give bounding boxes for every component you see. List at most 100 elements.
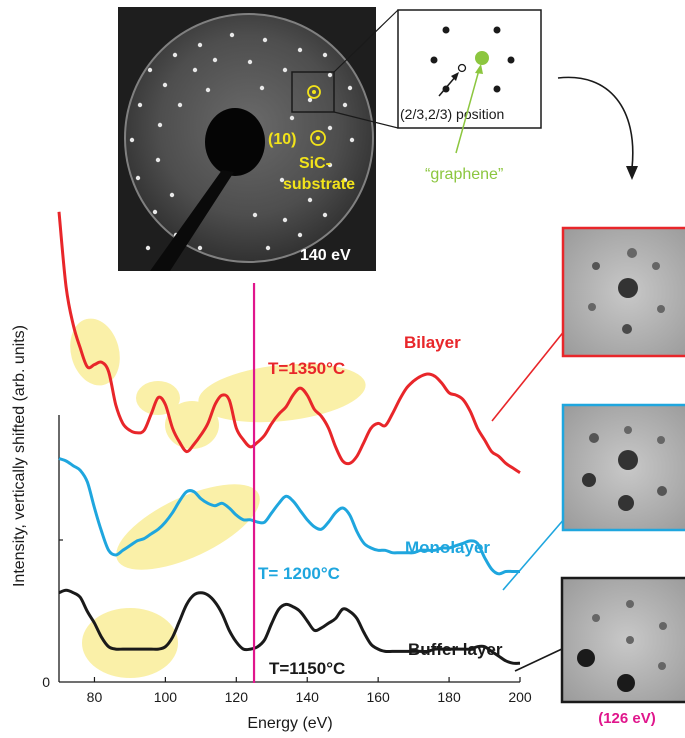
leed-screen-rim xyxy=(124,13,374,263)
leed-spot xyxy=(137,102,143,108)
sic-spot-ring xyxy=(310,130,326,146)
x-tick-label: 100 xyxy=(154,689,178,705)
leed-highlight-spot-inner xyxy=(312,90,316,94)
zoom-connector-top xyxy=(333,9,399,73)
graphene-label: “graphene” xyxy=(425,166,503,183)
leed-spot xyxy=(247,59,253,65)
leed-spot xyxy=(135,175,141,181)
temperature-label-bilayer: T=1350°C xyxy=(268,359,345,378)
leed-spot xyxy=(282,67,288,73)
leed-substrate-label-line1: SiC- xyxy=(299,155,331,172)
leed-spot xyxy=(307,97,313,103)
flow-arrow xyxy=(557,76,634,169)
highlight-buffer-90 xyxy=(82,608,178,678)
series-label-buffer: Buffer layer xyxy=(408,640,503,659)
two-thirds-position-spot xyxy=(457,63,467,73)
feature-highlights xyxy=(70,318,366,678)
series-label-bilayer: Bilayer xyxy=(404,333,461,352)
connector-bilayer xyxy=(491,329,566,422)
leed-spot xyxy=(327,72,333,78)
position-arrow xyxy=(438,75,457,97)
temperature-label-monolayer: T= 1200°C xyxy=(258,564,340,583)
y-axis-label: Intensity, vertically shifted (arb. unit… xyxy=(11,325,28,587)
zoom-inset: (2/3,2/3) position “graphene” xyxy=(333,9,638,183)
zoom-dot xyxy=(442,26,450,34)
highlight-bilayer-107 xyxy=(165,401,219,449)
leed-thumbnails: (126 eV) xyxy=(560,226,685,727)
leed-spot xyxy=(212,57,218,63)
connector-buffer xyxy=(514,647,565,672)
leed-spot xyxy=(152,209,158,215)
axes: 80 100 120 140 160 180 200 0 Energy (eV) Inten… xyxy=(11,325,532,732)
electron-gun-arm xyxy=(150,170,234,271)
leed-spot xyxy=(229,32,235,38)
graphene-arrow xyxy=(455,69,480,154)
leed-spot xyxy=(297,47,303,53)
zoom-dot xyxy=(493,85,501,93)
flow-arrowhead xyxy=(626,166,638,180)
leed-spot xyxy=(282,217,288,223)
x-tick-label: 140 xyxy=(296,689,320,705)
leed-spot xyxy=(177,102,183,108)
leed-spot xyxy=(322,52,328,58)
leed-spot xyxy=(169,192,175,198)
leed-spot xyxy=(327,162,333,168)
leed-spot xyxy=(162,82,168,88)
leed-spot xyxy=(145,245,151,251)
leed-spot xyxy=(252,212,258,218)
leed-spot xyxy=(342,102,348,108)
leed-spot xyxy=(197,42,203,48)
leed-spot xyxy=(342,177,348,183)
leed-pattern-image: (10) SiC- substrate 140 eV xyxy=(118,7,376,271)
graphene-arrowhead xyxy=(475,64,483,74)
x-axis-label: Energy (eV) xyxy=(247,715,332,732)
leed-spot xyxy=(297,232,303,238)
highlight-bilayer-130 xyxy=(198,363,366,423)
leed-energy-label: 140 eV xyxy=(300,247,351,264)
graphene-spot xyxy=(475,51,489,65)
thumbnail-energy-label: (126 eV) xyxy=(598,710,656,727)
leed-spot xyxy=(349,137,355,143)
series-line-bilayer xyxy=(57,211,521,474)
leed-spot xyxy=(279,177,285,183)
leed-spot xyxy=(262,37,268,43)
x-tick-label: 80 xyxy=(87,689,103,705)
sic-spot-inner xyxy=(315,135,321,141)
leed-substrate-label-line2: substrate xyxy=(283,176,355,193)
temperature-label-buffer: T=1150°C xyxy=(269,659,345,678)
zoom-box xyxy=(397,9,542,129)
zoom-dot xyxy=(430,56,438,64)
series-line-buffer-layer xyxy=(58,588,521,665)
leed-zoom-box xyxy=(291,71,335,113)
y-tick-label: 0 xyxy=(42,674,50,690)
leed-spot xyxy=(289,115,295,121)
x-tick-label: 180 xyxy=(437,689,461,705)
x-tick-label: 120 xyxy=(225,689,249,705)
leed-spot-label: (10) xyxy=(268,131,296,148)
x-tick-label: 160 xyxy=(366,689,390,705)
thumbnail-bilayer xyxy=(561,226,685,358)
highlight-monolayer-105 xyxy=(116,484,260,570)
connector-monolayer xyxy=(502,517,566,591)
position-label: (2/3,2/3) position xyxy=(400,106,504,122)
zoom-connector-bottom xyxy=(333,111,399,129)
x-tick-label: 200 xyxy=(508,689,532,705)
leed-spot xyxy=(172,52,178,58)
leed-highlight-spot xyxy=(307,85,321,99)
leed-spot xyxy=(129,137,135,143)
leed-spot xyxy=(147,67,153,73)
zoom-dot xyxy=(507,56,515,64)
leed-spot xyxy=(322,212,328,218)
zoom-dot xyxy=(493,26,501,34)
electron-gun-shadow xyxy=(205,108,265,176)
thumbnail-monolayer xyxy=(561,403,685,532)
leed-spot xyxy=(192,67,198,73)
spectra xyxy=(57,211,521,665)
leed-spot xyxy=(259,85,265,91)
leed-spot xyxy=(197,245,203,251)
thumbnail-buffer xyxy=(560,576,685,704)
leed-spot xyxy=(157,122,163,128)
leed-spot xyxy=(155,157,161,163)
leed-spot xyxy=(307,197,313,203)
